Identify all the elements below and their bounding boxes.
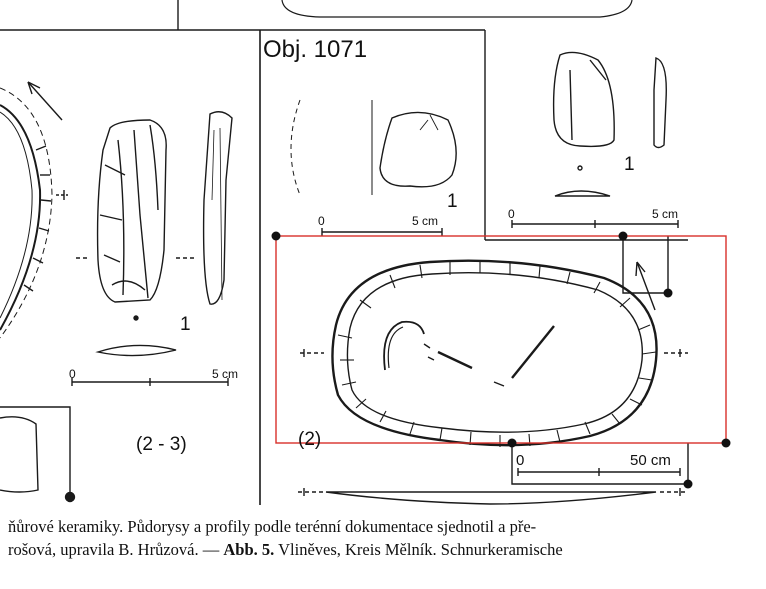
skeleton-long-bone-b <box>511 325 555 379</box>
north-arrow <box>636 261 656 311</box>
plan-label: (2) <box>298 429 322 450</box>
artifact-number-mid: 1 <box>447 191 458 212</box>
right-blade-section <box>554 190 611 197</box>
artifact-number-right: 1 <box>624 154 635 175</box>
left-blade-section <box>95 344 177 357</box>
skeleton-long-bone-a <box>437 350 473 370</box>
top-grave-outline <box>281 0 633 18</box>
caption-line-2-pre: rošová, upravila B. Hrůzová. — <box>8 540 224 559</box>
scale-left-end: 5 cm <box>212 367 239 381</box>
scale-plan-end: 50 cm <box>630 452 671 469</box>
panel-label: (2 - 3) <box>136 434 187 455</box>
corner-point <box>271 231 281 241</box>
left-grave-inner <box>0 111 33 319</box>
mid-dashed-profile <box>290 99 301 196</box>
corner-point <box>618 231 628 241</box>
caption-figure-ref: Abb. 5. <box>223 540 275 559</box>
object-title: Obj. 1071 <box>263 36 368 63</box>
skeleton-cranium <box>383 320 425 371</box>
figure-caption: ňůrové keramiky. Půdorysy a profily podl… <box>8 515 758 561</box>
scale-mid-start: 0 <box>318 214 325 228</box>
bottom-left-box <box>0 406 71 497</box>
caption-line-2: rošová, upravila B. Hrůzová. — Abb. 5. V… <box>8 538 758 561</box>
scale-right-start: 0 <box>508 207 515 221</box>
left-blade-artifact <box>96 119 167 303</box>
plan-scale-box <box>511 443 689 485</box>
left-grave-dashed <box>0 87 53 339</box>
grave-profile <box>325 491 657 505</box>
mid-artifact <box>379 111 457 188</box>
grave-inner <box>346 272 643 433</box>
figure-drawing <box>0 0 731 505</box>
scale-mid-end: 5 cm <box>412 214 439 228</box>
scale-left-start: 0 <box>69 367 76 381</box>
caption-line-2-post: Vliněves, Kreis Mělník. Schnurkeramische <box>274 540 563 559</box>
left-blade-profile <box>202 111 233 305</box>
corner-point <box>721 438 731 448</box>
corner-point <box>683 479 693 489</box>
corner-point <box>507 438 517 448</box>
caption-line-1: ňůrové keramiky. Půdorysy a profily podl… <box>8 517 537 536</box>
left-north-arrow <box>27 81 63 121</box>
scale-plan-start: 0 <box>516 452 525 469</box>
right-blade-artifact <box>552 51 615 148</box>
artifact-number-left: 1 <box>180 314 191 335</box>
corner-point <box>663 288 673 298</box>
right-blade-profile <box>653 57 667 149</box>
scale-right-end: 5 cm <box>652 207 679 221</box>
north-arrow-box <box>622 236 669 294</box>
left-grave-outline <box>0 104 42 331</box>
bottom-left-artifact <box>0 416 39 493</box>
grave-outline <box>331 259 658 447</box>
highlight-frame <box>275 235 727 444</box>
